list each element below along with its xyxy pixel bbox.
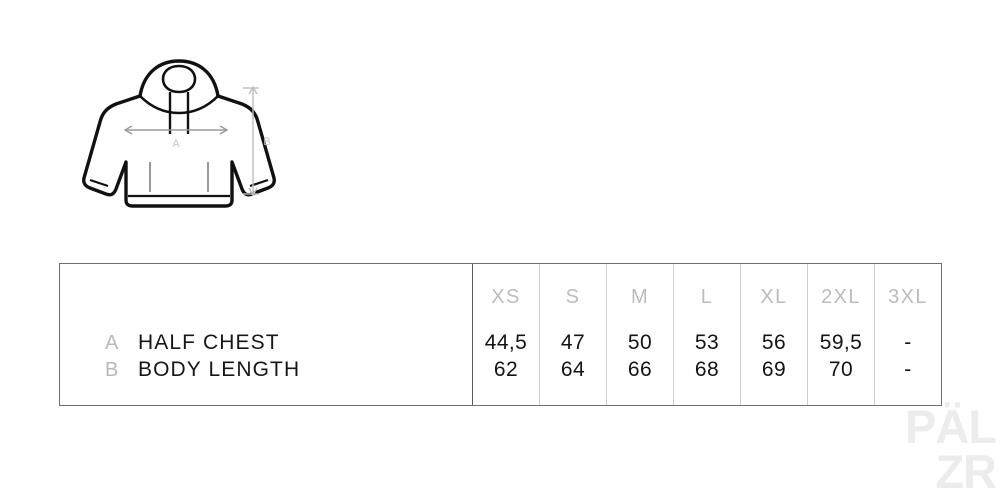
value-half-chest-xs: 44,5 (484, 331, 528, 354)
value-half-chest-2xl: 59,5 (819, 331, 863, 354)
size-header-m: M (630, 286, 650, 308)
value-body-length-3xl: - (904, 358, 912, 381)
measurement-label-list: A HALF CHEST B BODY LENGTH (105, 329, 300, 383)
drawstrings (168, 92, 190, 134)
hoodie-drawing (82, 59, 276, 208)
measure-b-label: B (263, 136, 270, 148)
size-values-xs: 44,5 62 (473, 329, 539, 383)
measurement-label-half-chest: HALF CHEST (138, 331, 280, 354)
measure-b-arrow (243, 85, 259, 197)
measurement-key-a: A (105, 332, 119, 354)
value-body-length-xl: 69 (761, 358, 787, 381)
value-half-chest-s: 47 (560, 331, 586, 354)
size-column-xl: XL 56 69 (741, 264, 808, 405)
measurement-key-b: B (105, 359, 119, 381)
size-values-2xl: 59,5 70 (808, 329, 874, 383)
measure-a-label: A (172, 138, 180, 150)
size-chart-table: A HALF CHEST B BODY LENGTH XS 44,5 62 S … (59, 263, 942, 406)
size-column-s: S 47 64 (540, 264, 607, 405)
value-half-chest-xl: 56 (761, 331, 787, 354)
pocket-lines (149, 162, 209, 192)
size-header-3xl: 3XL (888, 286, 928, 308)
value-half-chest-l: 53 (694, 331, 720, 354)
measurement-label-body-length: BODY LENGTH (138, 358, 301, 381)
measurement-row-body-length: B BODY LENGTH (105, 356, 300, 383)
brand-watermark-line-1: PÄL (905, 400, 997, 453)
size-values-3xl: - - (875, 329, 941, 383)
value-body-length-s: 64 (560, 358, 586, 381)
value-body-length-m: 66 (627, 358, 653, 381)
size-values-l: 53 68 (674, 329, 740, 383)
size-header-l: L (700, 286, 714, 308)
size-header-2xl: 2XL (821, 286, 861, 308)
value-body-length-l: 68 (694, 358, 720, 381)
value-body-length-xs: 62 (493, 358, 519, 381)
measurement-label-column: A HALF CHEST B BODY LENGTH (60, 264, 473, 405)
size-column-m: M 50 66 (607, 264, 674, 405)
size-header-xl: XL (760, 286, 788, 308)
value-half-chest-3xl: - (904, 331, 912, 354)
size-column-l: L 53 68 (674, 264, 741, 405)
size-values-s: 47 64 (540, 329, 606, 383)
hood-opening (161, 64, 197, 94)
size-header-s: S (565, 286, 581, 308)
value-half-chest-m: 50 (627, 331, 653, 354)
size-column-2xl: 2XL 59,5 70 (808, 264, 875, 405)
brand-watermark-line-2: ZR (935, 445, 997, 498)
size-column-xs: XS 44,5 62 (473, 264, 540, 405)
measurement-row-half-chest: A HALF CHEST (105, 329, 300, 356)
measure-a-arrow (123, 125, 229, 135)
size-column-3xl: 3XL - - (875, 264, 941, 405)
value-body-length-2xl: 70 (828, 358, 854, 381)
size-values-xl: 56 69 (741, 329, 807, 383)
size-values-m: 50 66 (607, 329, 673, 383)
brand-watermark-logo: PÄL ZR (892, 400, 997, 498)
garment-illustration: A B (78, 52, 288, 222)
size-header-xs: XS (491, 286, 521, 308)
